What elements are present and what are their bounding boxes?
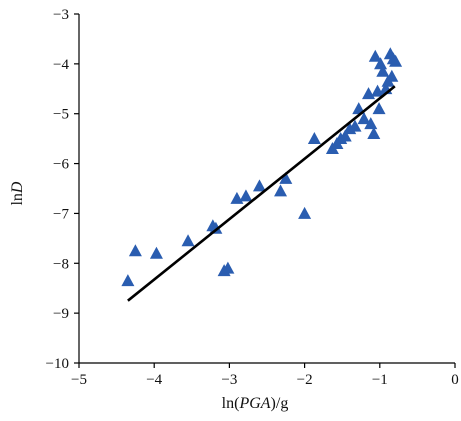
data-point-triangle [348,119,362,132]
data-point-triangle [274,184,288,197]
y-axis-title-variable: D [9,181,26,194]
data-point-triangle [239,189,253,202]
y-tick-label: −5 [53,107,69,123]
data-point-triangle [357,112,371,125]
y-tick-label: −6 [53,157,69,173]
regression-line [127,85,396,302]
data-point-triangle [389,54,403,67]
x-tick-label: −2 [297,372,313,388]
data-points [121,47,403,287]
data-point-triangle [221,261,235,274]
data-point-triangle [298,206,312,219]
x-tick-label: −3 [221,372,237,388]
data-point-triangle [209,221,223,234]
data-point-triangle [338,129,352,142]
data-point-triangle [374,57,388,70]
y-tick-label: −7 [53,206,69,222]
data-point-triangle [181,234,195,247]
data-point-triangle [376,64,390,77]
data-point-triangle [372,102,386,115]
y-axis-title-prefix: ln [9,193,26,205]
data-point-triangle [252,179,266,192]
y-tick-label: −4 [53,57,69,73]
x-axis-title-suffix: )/g [271,395,289,412]
data-point-triangle [307,132,321,145]
y-tick-label: −9 [53,306,69,322]
data-point-triangle [364,117,378,130]
data-point-triangle [385,69,399,82]
data-point-triangle [367,127,381,140]
data-point-triangle [368,49,382,62]
data-point-triangle [128,244,142,257]
x-ticks: −5 −4 −3 −2 −1 0 [71,363,459,388]
y-axis-title: lnD [9,181,26,205]
x-axis-title-variable: PGA [238,395,270,412]
y-tick-label: −10 [46,356,69,372]
y-tick-label: −8 [53,256,69,272]
y-tick-label: −3 [53,7,69,23]
x-tick-label: −4 [146,372,162,388]
x-tick-label: −1 [372,372,388,388]
data-point-triangle [121,274,135,287]
x-tick-label: 0 [451,372,459,388]
data-point-triangle [279,171,293,184]
x-axis-title: ln(PGA)/g [222,395,289,412]
x-tick-label: −5 [71,372,87,388]
data-point-triangle [149,246,163,259]
axes [78,14,455,364]
x-axis-title-prefix: ln( [222,395,240,412]
y-ticks: −3 −4 −5 −6 −7 −8 −9 −10 [46,7,79,372]
